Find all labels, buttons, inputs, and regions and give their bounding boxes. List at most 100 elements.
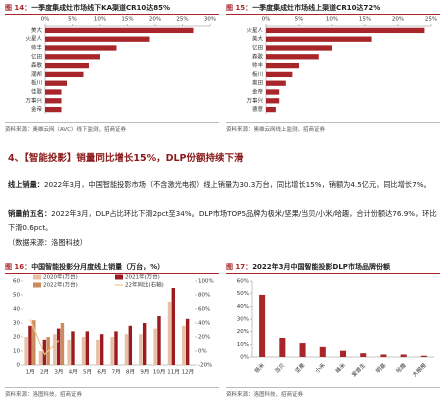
x-tick-label: 1月 [26, 369, 35, 376]
x-tick-label: 12月 [182, 369, 195, 376]
y2-tick-label: 40% [198, 321, 210, 327]
figure-title-text: 中国智能投影分月度线上销量（万台，%） [31, 263, 165, 271]
figure-title-text: 一季度集成灶市场线上渠道CR10达72% [252, 4, 381, 12]
bar [56, 328, 61, 365]
x-tick-label: 10月 [153, 369, 166, 376]
paragraph: 线上销量：2022年3月，中国智能投影市场（不含激光电视）线上销量为30.3万台… [8, 178, 438, 192]
bar [259, 294, 266, 357]
y2-tick-label: 0% [198, 349, 207, 355]
source: 资料来源：奥维云网（AVC）线下监测，招商证券 [5, 122, 219, 133]
y-tick-label: 60 [13, 279, 20, 285]
x-tick-label: 10% [326, 17, 338, 23]
x-tick-label: 10% [94, 17, 106, 23]
figure-label: 图 16： [5, 263, 32, 271]
bar [81, 337, 86, 365]
y2-tick-label: 80% [198, 293, 210, 299]
legend-label: 2022年(万台) [43, 281, 78, 289]
legend-label: 2021年(万台) [125, 273, 160, 281]
bar [182, 325, 186, 365]
section-heading: 4、【智能投影】销量同比增长15%，DLP份额持续下滑 [8, 153, 244, 164]
figure-title: 图 15：一季度集成灶市场线上渠道CR10达72% [226, 3, 440, 15]
x-tick-label: 2月 [40, 369, 49, 376]
y-tick-label: 美大 [252, 35, 264, 43]
x-tick-label: 15% [121, 17, 133, 23]
bar [110, 337, 114, 365]
y-tick-label: 板川 [252, 70, 263, 78]
y-tick-label: 德意 [252, 105, 264, 113]
x-tick-label: 25% [176, 17, 188, 23]
x-tick-label: 3月 [54, 369, 63, 376]
chart: 0% 5% 10% 15% 20% 25% 30% 美大火星人帅丰亿田森歌潮邦板川佳歌万事兴金… [25, 17, 216, 114]
y-tick-label: 金帝 [31, 105, 43, 113]
legend-swatch [33, 282, 41, 288]
x-tick-label: 8月 [126, 369, 135, 376]
bar [153, 328, 157, 365]
lead: 销量前五名： [8, 209, 52, 218]
bar [142, 323, 147, 365]
y-tick-label: 森歌 [252, 52, 264, 60]
legend-swatch [115, 274, 123, 280]
figure-title: 图 14：一季度集成灶市场线下KA渠道CR10达85% [5, 3, 219, 15]
y2-tick-label: 100% [198, 279, 214, 285]
x-tick-label: 当贝 [273, 361, 287, 375]
y2-tick-label: 20% [198, 335, 210, 341]
bar [96, 339, 100, 365]
bar [28, 325, 32, 365]
figure-label: 图 15： [226, 4, 253, 12]
bar [45, 62, 89, 69]
bar [266, 36, 372, 42]
y-tick-label: 亿田 [31, 52, 42, 60]
x-tick-label: 峰米 [333, 361, 347, 375]
y-tick-label: 50% [237, 291, 249, 297]
bar [266, 98, 280, 104]
text: 2022年3月，中国智能投影市场（不含激光电视）线上销量为30.3万台，同比增长… [43, 180, 431, 189]
bar [67, 339, 71, 365]
bar [420, 355, 427, 357]
x-tick-label: 20% [149, 17, 161, 23]
x-tick-label: 0% [262, 17, 271, 23]
bar [85, 331, 90, 365]
x-tick-label: 11月 [167, 369, 180, 376]
legend-label: 2020年(万台) [43, 273, 78, 281]
y-tick-label: 0 [17, 363, 21, 369]
legend-swatch [33, 274, 41, 280]
bar [185, 318, 190, 365]
y-tick-label: 亿田 [252, 44, 263, 52]
y-tick-label: 板川 [31, 79, 42, 87]
bar [319, 346, 326, 357]
x-tick-label: 15% [359, 17, 371, 23]
source: 资料来源：洛图科技，招商证券 [226, 387, 440, 398]
x-tick-label: 坚果 [293, 361, 307, 375]
legend-label: 22年同比(右轴) [125, 281, 164, 289]
y-tick-label: 10% [237, 342, 249, 348]
figure-title: 图 16：中国智能投影分月度线上销量（万台，%） [5, 262, 219, 274]
x-tick-label: 极米 [253, 361, 267, 375]
bar [139, 334, 143, 365]
bar [266, 62, 299, 69]
source: 资料来源：奥维云网线上监测，招商证券 [226, 122, 440, 133]
bar [299, 343, 306, 357]
y-tick-label: 20% [237, 329, 249, 335]
bar [42, 339, 47, 365]
y-tick-label: 50 [13, 293, 20, 299]
x-tick-label: 25% [425, 17, 437, 23]
y-tick-label: 40% [237, 304, 249, 310]
y-tick-label: 万事兴 [246, 96, 263, 104]
bar [38, 351, 43, 365]
bar [266, 106, 276, 113]
bar [339, 350, 347, 357]
y2-tick-label: 60% [198, 307, 210, 313]
bar [45, 71, 84, 78]
x-tick-label: 0% [41, 17, 50, 23]
y-tick-label: 奥田 [252, 79, 263, 87]
bar [380, 354, 387, 357]
bar [99, 334, 104, 365]
y-tick-label: 60% [237, 279, 249, 285]
bar [45, 27, 194, 34]
x-tick-label: 6月 [97, 369, 106, 376]
x-tick-label: 5月 [83, 369, 92, 376]
figure-title-text: 一季度集成灶市场线下KA渠道CR10达85% [31, 4, 171, 12]
bar [60, 323, 65, 365]
